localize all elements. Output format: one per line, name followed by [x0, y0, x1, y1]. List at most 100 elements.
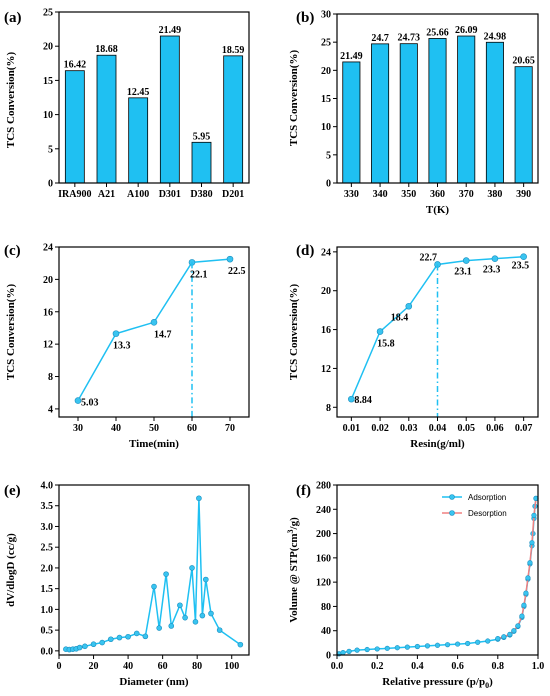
- y-tick-label: 2.5: [41, 543, 54, 554]
- data-point: [216, 627, 223, 633]
- x-tick-label: 330: [344, 189, 359, 200]
- data-label: 5.03: [81, 398, 99, 409]
- data-point: [196, 495, 202, 502]
- plot-frame: [58, 484, 250, 656]
- legend-marker: [449, 494, 455, 500]
- x-tick-label: IRA900: [58, 189, 91, 200]
- data-label: 8.84: [354, 395, 372, 406]
- x-tick-label: D380: [190, 189, 212, 200]
- data-label: 24.73: [398, 33, 421, 44]
- x-tick-label: 30: [73, 423, 83, 434]
- data-point: [455, 641, 461, 647]
- y-tick-label: 5: [48, 144, 53, 155]
- panel-c: 5.03 13.3 14.7 22.1 22.5 4 8 12 16 20 24 30 40 50 60 70…: [4, 243, 250, 450]
- y-tick-label: 8: [48, 372, 53, 383]
- data-point: [495, 636, 501, 642]
- x-tick-label: D201: [222, 189, 244, 200]
- y-axis-title: Volume @ STP(cm3/g): [286, 517, 300, 623]
- legend-entry: Desorption: [468, 509, 507, 518]
- data-label: 18.4: [391, 312, 409, 323]
- bar: [191, 141, 212, 184]
- x-tick-label: 0.02: [371, 423, 389, 434]
- data-point: [462, 257, 470, 264]
- data-point: [112, 330, 120, 337]
- data-label: 15.8: [377, 339, 395, 350]
- data-label: 24.98: [484, 31, 507, 42]
- y-axis-title: TCS Conversion(%): [288, 50, 300, 147]
- data-label: 23.3: [483, 265, 501, 276]
- y-tick-label: 20: [43, 275, 53, 286]
- y-tick-label: 12: [43, 340, 53, 351]
- y-tick-label: 120: [316, 578, 331, 589]
- data-point: [511, 628, 517, 634]
- data-point: [424, 643, 431, 649]
- data-point: [340, 649, 346, 656]
- x-tick-label: 0.8: [492, 661, 505, 672]
- bar: [342, 61, 361, 184]
- bar: [128, 97, 149, 184]
- data-point: [491, 255, 499, 262]
- x-tick-label: 50: [149, 423, 159, 434]
- series-line: [338, 498, 537, 655]
- bar: [485, 41, 504, 184]
- y-tick-label: 1.0: [41, 605, 54, 616]
- y-tick-label: 0.0: [41, 646, 54, 657]
- data-point: [529, 540, 535, 546]
- data-label: 21.49: [340, 51, 363, 62]
- panel-label: (c): [4, 243, 21, 259]
- data-point: [527, 560, 533, 566]
- y-axis-title: TCS Conversion(%): [288, 284, 300, 381]
- x-tick-label: 0.2: [371, 661, 384, 672]
- y-tick-label: 24: [43, 243, 53, 254]
- data-point: [133, 630, 140, 637]
- data-point: [150, 318, 158, 326]
- x-tick-label: 0.07: [515, 423, 533, 434]
- y-tick-label: 40: [321, 626, 331, 637]
- panel-d: 8.84 15.8 18.4 22.7 23.1 23.3 23.5 8 12 16 20 24 0.0…: [288, 243, 539, 450]
- data-point: [519, 613, 525, 619]
- x-tick-label: 0.06: [486, 423, 504, 434]
- legend-entry: Adsorption: [468, 493, 506, 502]
- panel-e: 0.0 0.5 1.0 1.5 2.0 2.5 3.0 3.5 4.0 0 20 40 60 80 100 (…: [4, 481, 250, 688]
- data-point: [142, 633, 149, 640]
- x-tick-label: 40: [111, 423, 121, 434]
- y-tick-label: 3.0: [41, 522, 54, 533]
- data-label: 12.45: [127, 87, 150, 98]
- y-tick-label: 25: [43, 8, 53, 19]
- x-tick-label: 390: [516, 189, 531, 200]
- x-tick-label: 0.04: [429, 423, 447, 434]
- data-point: [465, 640, 471, 647]
- data-point: [384, 645, 390, 651]
- y-tick-label: 4: [48, 404, 53, 415]
- data-point: [376, 328, 384, 335]
- data-label: 25.66: [426, 27, 449, 38]
- data-point: [189, 565, 195, 571]
- x-tick-label: 60: [158, 661, 168, 672]
- data-point: [90, 641, 97, 648]
- data-point: [208, 610, 214, 617]
- y-tick-label: 0: [326, 179, 331, 190]
- x-tick-label: 1.0: [532, 661, 545, 672]
- y-tick-label: 80: [321, 602, 331, 613]
- y-tick-label: 3.5: [41, 501, 54, 512]
- y-tick-label: 20: [321, 66, 331, 77]
- x-tick-label: D301: [159, 189, 181, 200]
- data-point: [192, 619, 199, 625]
- bar: [223, 55, 244, 184]
- data-label: 13.3: [113, 341, 131, 352]
- data-label: 22.7: [420, 252, 438, 263]
- data-point: [199, 612, 206, 619]
- panel-label: (b): [296, 10, 314, 26]
- data-point: [163, 571, 169, 577]
- bar: [159, 35, 180, 184]
- data-label: 22.5: [228, 266, 246, 277]
- data-point: [99, 639, 105, 646]
- data-point: [405, 302, 413, 310]
- data-point: [434, 642, 441, 648]
- data-label: 18.68: [95, 44, 118, 55]
- panel-f: 0 40 80 120 160 200 240 280 0.0 0.2 0.4 0.6 0.8 1.0 (f…: [286, 481, 544, 691]
- x-tick-label: 60: [187, 423, 197, 434]
- panel-label: (f): [296, 483, 311, 499]
- y-tick-label: 30: [321, 10, 331, 21]
- x-tick-label: 0.4: [411, 661, 424, 672]
